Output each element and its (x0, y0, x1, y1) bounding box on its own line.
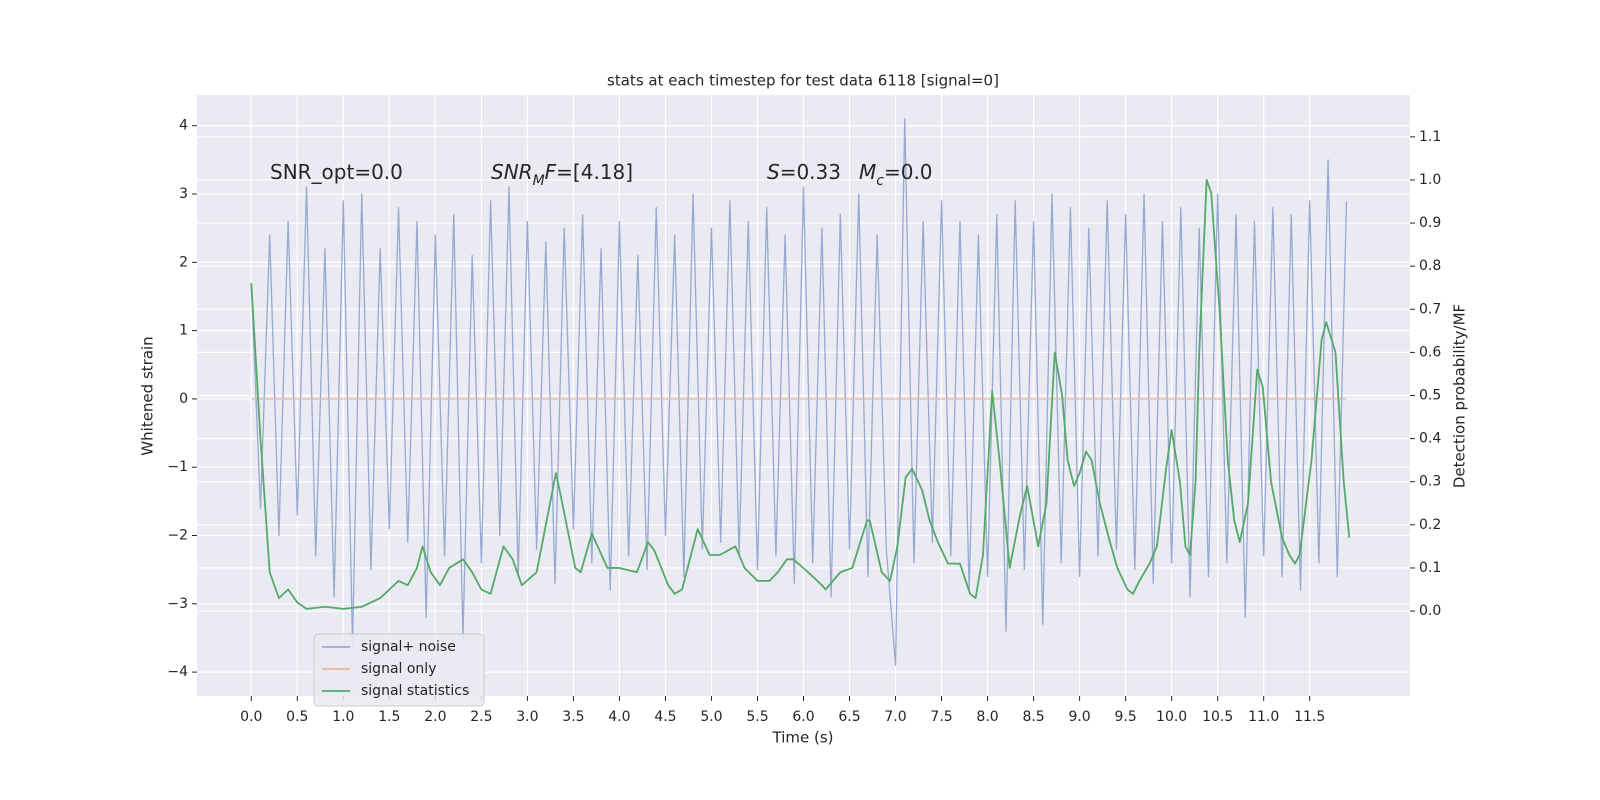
x-tick-label: 2.5 (470, 709, 492, 725)
y-tick-label: −4 (167, 664, 188, 680)
axes: 0.0 0.5 1.0 1.5 2.0 2.5 3.0 3.5 4.0 4.5 5.0 5.5 6.0 6… (167, 118, 1441, 725)
annotation: Mc=0.0 (859, 160, 933, 190)
x-tick-label: 3.0 (516, 709, 538, 725)
x-tick-label: 9.0 (1068, 709, 1090, 725)
x-tick-label: 3.5 (562, 709, 584, 725)
y2-tick-label: 0.3 (1419, 474, 1441, 490)
y2-tick-label: 0.7 (1419, 301, 1441, 317)
y2-tick-label: 0.4 (1419, 431, 1441, 447)
y-tick-label: 3 (179, 186, 188, 202)
annotation-part: =[4.18] (556, 160, 633, 184)
plot-area (250, 118, 1351, 666)
x-tick-label: 2.0 (424, 709, 446, 725)
x-tick-label: 7.0 (884, 709, 906, 725)
y-axis-label: Whitened strain (139, 336, 157, 455)
y2-tick-label: 1.1 (1419, 129, 1441, 145)
x-tick-label: 7.5 (930, 709, 952, 725)
x-tick-label: 6.0 (792, 709, 814, 725)
y2-tick-label: 0.6 (1419, 344, 1441, 360)
x-tick-label: 6.5 (838, 709, 860, 725)
x-tick-label: 8.5 (1022, 709, 1044, 725)
y-tick-label: 2 (179, 254, 188, 270)
x-tick-label: 4.0 (608, 709, 630, 725)
legend-label: signal+ noise (361, 639, 456, 655)
x-axis-label: Time (s) (772, 729, 834, 747)
y2-axis-label: Detection probability/MF (1451, 304, 1469, 488)
y-tick-label: 0 (179, 391, 188, 407)
x-tick-label: 10.5 (1202, 709, 1233, 725)
x-tick-label: 4.5 (654, 709, 676, 725)
x-tick-label: 1.0 (332, 709, 354, 725)
chart-title: stats at each timestep for test data 611… (607, 72, 999, 90)
x-tick-label: 9.5 (1114, 709, 1136, 725)
x-tick-label: 8.0 (976, 709, 998, 725)
annotation: SNRMF=[4.18] (491, 160, 633, 190)
annotation: S=0.33 (767, 160, 841, 184)
x-tick-label: 0.0 (240, 709, 262, 725)
annotation-part: c (876, 173, 884, 189)
y2-tick-label: 0.9 (1419, 215, 1441, 231)
annotation-part: M (859, 160, 876, 184)
annotation-part: M (533, 173, 545, 189)
legend-box (313, 633, 485, 707)
annotation-part: SNR_opt=0.0 (270, 160, 403, 184)
y2-tick-label: 0.0 (1419, 603, 1441, 619)
x-tick-label: 10.0 (1156, 709, 1187, 725)
y-tick-label: 1 (179, 323, 188, 339)
annotation-part: F (545, 160, 557, 184)
annotation-part: S (767, 160, 780, 184)
annotations: SNR_opt=0.0 SNRMF=[4.18] S=0.33 Mc=0.0 (270, 160, 933, 190)
x-tick-label: 11.0 (1248, 709, 1279, 725)
y2-tick-label: 1.0 (1419, 172, 1441, 188)
annotation-part: SNR (491, 160, 533, 184)
y2-tick-label: 0.5 (1419, 388, 1441, 404)
annotation-part: =0.33 (780, 160, 841, 184)
y-tick-label: 4 (179, 118, 188, 134)
x-tick-label: 11.5 (1294, 709, 1325, 725)
x-tick-label: 5.0 (700, 709, 722, 725)
series-line (250, 118, 1348, 666)
y2-tick-label: 0.1 (1419, 560, 1441, 576)
legend-label: signal only (361, 661, 436, 677)
annotation-part: =0.0 (884, 160, 933, 184)
y2-tick-label: 0.8 (1419, 258, 1441, 274)
y2-tick-label: 0.2 (1419, 517, 1441, 533)
series-line (250, 179, 1351, 610)
y-tick-label: −1 (167, 459, 188, 475)
x-tick-label: 0.5 (286, 709, 308, 725)
annotation: SNR_opt=0.0 (270, 160, 403, 184)
legend-label: signal statistics (361, 683, 469, 699)
y-tick-label: −3 (167, 596, 188, 612)
legend: signal+ noise signal only signal statistic… (313, 633, 485, 707)
x-tick-label: 1.5 (378, 709, 400, 725)
y-tick-label: −2 (167, 528, 188, 544)
x-tick-label: 5.5 (746, 709, 768, 725)
